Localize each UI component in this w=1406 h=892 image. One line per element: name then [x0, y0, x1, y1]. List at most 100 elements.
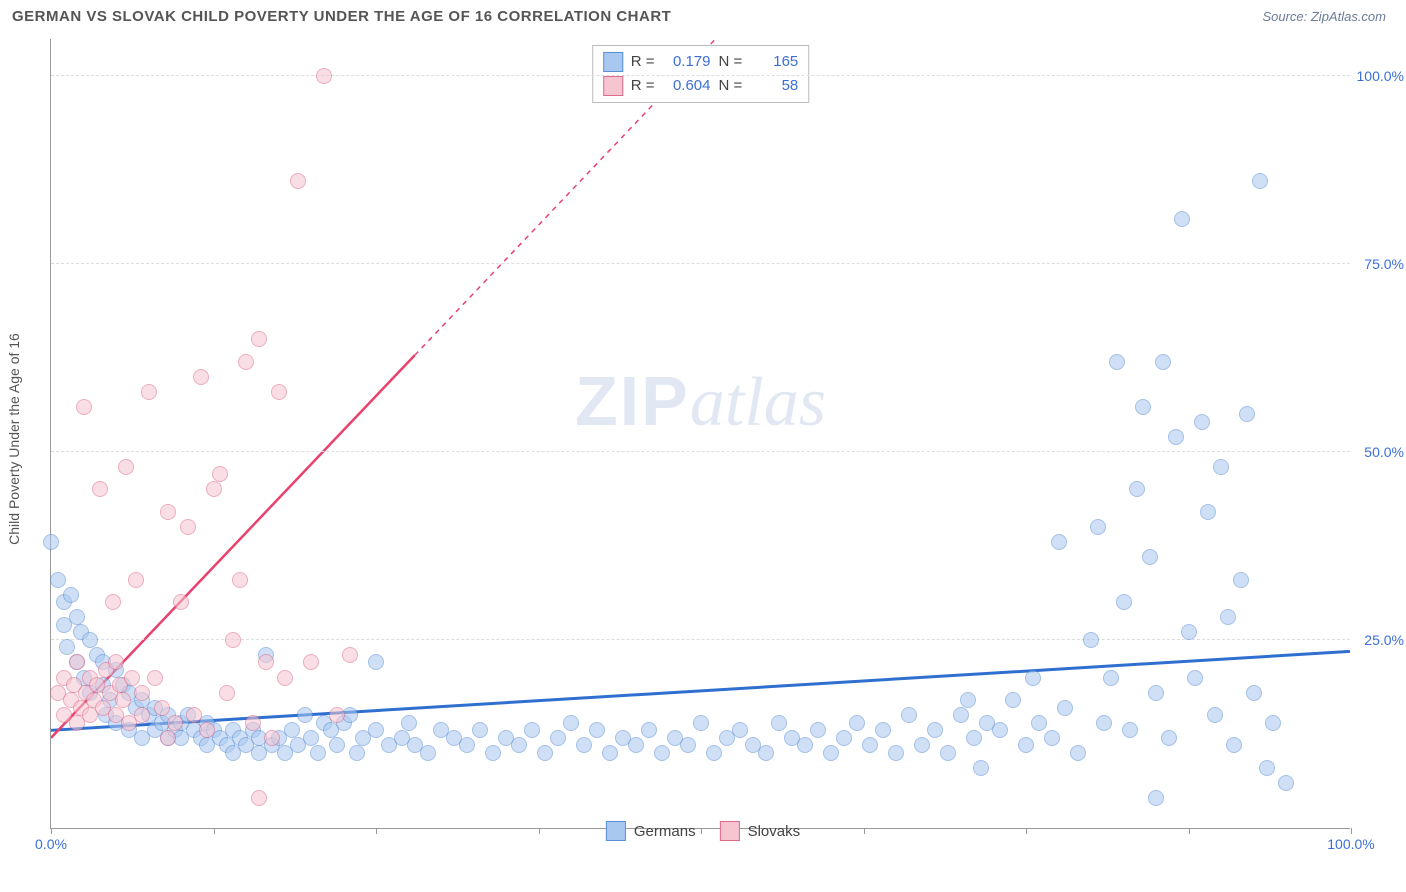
title-bar: GERMAN VS SLOVAK CHILD POVERTY UNDER THE…	[0, 0, 1406, 29]
scatter-point	[1044, 730, 1060, 746]
scatter-point	[1161, 730, 1177, 746]
x-tick	[214, 828, 215, 834]
x-tick	[1351, 828, 1352, 834]
x-tick	[1189, 828, 1190, 834]
scatter-point	[63, 587, 79, 603]
scatter-point	[368, 722, 384, 738]
swatch-slovaks-bottom	[720, 821, 740, 841]
scatter-point	[69, 609, 85, 625]
bottom-legend-slovaks: Slovaks	[720, 821, 801, 841]
scatter-point	[1057, 700, 1073, 716]
scatter-point	[92, 481, 108, 497]
scatter-point	[303, 730, 319, 746]
scatter-point	[1265, 715, 1281, 731]
scatter-point	[1070, 745, 1086, 761]
watermark: ZIPatlas	[575, 361, 826, 443]
stat-r-label: R =	[631, 50, 655, 74]
scatter-point	[245, 715, 261, 731]
scatter-point	[1122, 722, 1138, 738]
stat-n-slovaks: 58	[750, 74, 798, 98]
scatter-point	[459, 737, 475, 753]
scatter-point	[836, 730, 852, 746]
scatter-point	[284, 722, 300, 738]
y-tick-label: 75.0%	[1364, 256, 1404, 272]
bottom-legend-germans-label: Germans	[634, 823, 696, 840]
scatter-point	[108, 654, 124, 670]
gridline	[51, 75, 1350, 76]
scatter-point	[1278, 775, 1294, 791]
scatter-point	[258, 654, 274, 670]
x-tick	[864, 828, 865, 834]
scatter-point	[537, 745, 553, 761]
scatter-point	[105, 594, 121, 610]
scatter-point	[901, 707, 917, 723]
scatter-point	[1135, 399, 1151, 415]
scatter-point	[141, 384, 157, 400]
scatter-point	[1103, 670, 1119, 686]
scatter-point	[1259, 760, 1275, 776]
stat-n-germans: 165	[750, 50, 798, 74]
scatter-point	[69, 654, 85, 670]
scatter-point	[1142, 549, 1158, 565]
scatter-point	[992, 722, 1008, 738]
stat-r-label-2: R =	[631, 74, 655, 98]
scatter-point	[940, 745, 956, 761]
x-tick-label: 0.0%	[35, 836, 67, 852]
scatter-point	[732, 722, 748, 738]
scatter-point	[225, 632, 241, 648]
scatter-point	[472, 722, 488, 738]
scatter-point	[628, 737, 644, 753]
source-prefix: Source:	[1262, 9, 1310, 24]
scatter-point	[1233, 572, 1249, 588]
scatter-point	[206, 481, 222, 497]
scatter-point	[167, 715, 183, 731]
stat-n-label-2: N =	[719, 74, 743, 98]
scatter-point	[680, 737, 696, 753]
scatter-point	[654, 745, 670, 761]
scatter-point	[401, 715, 417, 731]
stat-r-germans: 0.179	[663, 50, 711, 74]
scatter-point	[810, 722, 826, 738]
trend-lines-svg	[51, 39, 1350, 828]
y-tick-label: 50.0%	[1364, 444, 1404, 460]
scatter-point	[1168, 429, 1184, 445]
scatter-point	[199, 722, 215, 738]
scatter-point	[180, 519, 196, 535]
scatter-point	[1018, 737, 1034, 753]
bottom-legend-slovaks-label: Slovaks	[748, 823, 801, 840]
scatter-point	[349, 745, 365, 761]
stat-legend-row-slovaks: R = 0.604 N = 58	[603, 74, 799, 98]
chart-title: GERMAN VS SLOVAK CHILD POVERTY UNDER THE…	[12, 8, 671, 25]
scatter-point	[115, 692, 131, 708]
gridline	[51, 263, 1350, 264]
scatter-point	[1116, 594, 1132, 610]
scatter-point	[953, 707, 969, 723]
scatter-point	[758, 745, 774, 761]
scatter-point	[1213, 459, 1229, 475]
scatter-point	[128, 572, 144, 588]
stat-legend-row-germans: R = 0.179 N = 165	[603, 50, 799, 74]
scatter-point	[329, 737, 345, 753]
scatter-point	[1246, 685, 1262, 701]
scatter-point	[134, 707, 150, 723]
scatter-point	[1090, 519, 1106, 535]
scatter-point	[1155, 354, 1171, 370]
bottom-legend-germans: Germans	[606, 821, 696, 841]
scatter-point	[50, 572, 66, 588]
scatter-point	[147, 670, 163, 686]
x-tick	[1026, 828, 1027, 834]
bottom-legend: Germans Slovaks	[606, 821, 800, 841]
y-tick-label: 25.0%	[1364, 632, 1404, 648]
scatter-point	[420, 745, 436, 761]
scatter-point	[1083, 632, 1099, 648]
plot-area: ZIPatlas R = 0.179 N = 165 R = 0.604 N =…	[50, 39, 1350, 829]
scatter-point	[1051, 534, 1067, 550]
scatter-point	[1148, 790, 1164, 806]
scatter-point	[251, 331, 267, 347]
x-tick-label: 100.0%	[1327, 836, 1374, 852]
swatch-germans-bottom	[606, 821, 626, 841]
scatter-point	[212, 466, 228, 482]
scatter-point	[823, 745, 839, 761]
scatter-point	[303, 654, 319, 670]
scatter-point	[238, 354, 254, 370]
